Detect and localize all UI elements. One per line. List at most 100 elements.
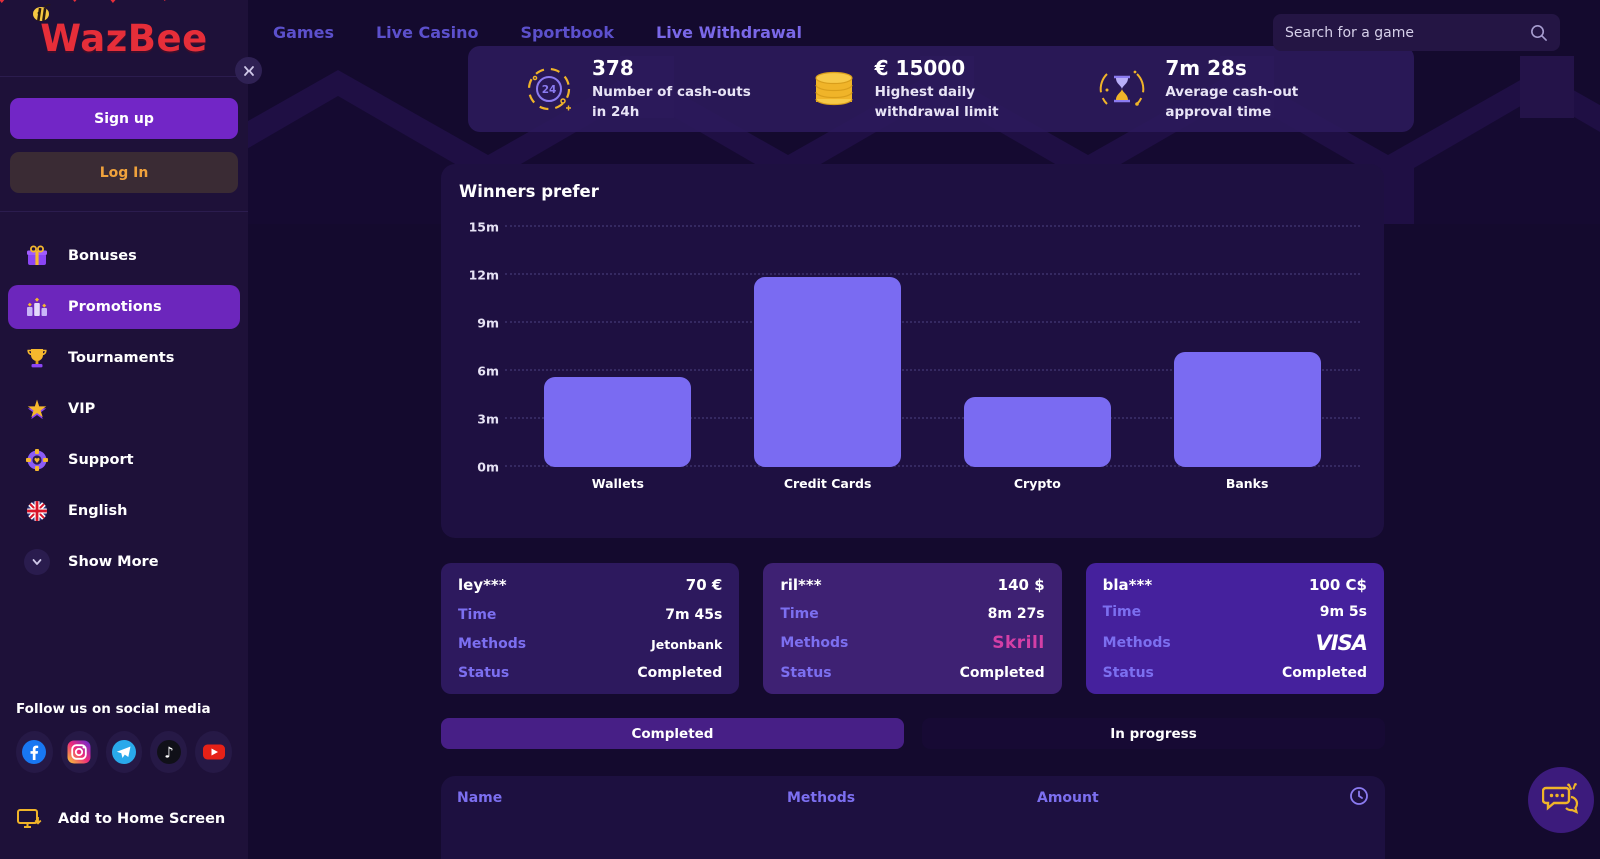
winners-prefer-chart-panel: Winners prefer 15m 12m 9m 6m 3m 0m [441,164,1384,538]
svg-text:24: 24 [542,84,557,96]
heart-icon: ♥ [108,0,118,5]
collapse-chevrons-icon [243,65,254,76]
plot-area: Wallets Credit Cards Crypto Banks [505,225,1360,491]
bar-crypto [963,397,1111,467]
winner-name: ril*** [780,576,822,594]
gridline [505,465,1360,467]
chevron-down-icon [24,549,50,575]
stat-label: Average cash-out approval time [1165,83,1299,120]
sidebar-item-label: Support [68,452,134,468]
facebook-icon[interactable] [16,731,53,773]
column-header-amount: Amount [1037,790,1099,806]
nav-link-sportbook[interactable]: Sportbook [520,22,615,42]
winner-card: ley*** 70 € Time 7m 45s Methods Jetonban… [441,563,740,694]
sidebar: WazBee ♥ ♥ ♥ ♥ Sign up Log In [0,0,262,859]
time-label: Time [780,605,819,622]
stat-label: Highest daily withdrawal limit [874,83,999,120]
sidebar-footer: Follow us on social media [0,701,248,859]
bar-wallets [544,377,692,467]
stat-value: 7m 28s [1165,55,1247,80]
live-chat-button[interactable] [1528,767,1594,833]
status-value: Completed [1281,664,1367,681]
bee-icon [33,4,51,22]
nav-link-games[interactable]: Games [273,22,334,42]
withdrawals-table: Name Methods Amount [441,776,1385,859]
hourglass-icon [1100,70,1145,106]
svg-text:♥: ♥ [34,457,40,465]
add-to-home-screen-label: Add to Home Screen [58,811,226,827]
youtube-icon[interactable] [195,731,232,773]
sidebar-item-promotions[interactable]: Promotions [8,285,240,329]
winner-card: ril*** 140 $ Time 8m 27s Methods Skrill … [763,563,1062,694]
search-input[interactable] [1285,24,1529,41]
gridline [505,273,1360,275]
withdrawal-stats-panel: 24 378 Number of cash-outs in 24h [468,46,1414,132]
svg-text:♪: ♪ [164,744,174,762]
heart-icon: ♥ [158,0,171,4]
column-header-methods: Methods [787,790,856,806]
gridline [505,225,1360,227]
winner-name: ley*** [458,576,507,594]
sidebar-item-support[interactable]: ♥ Support [8,438,240,482]
tab-completed[interactable]: Completed [441,718,904,749]
x-category-label: Credit Cards [783,476,872,491]
table-header: Name Methods Amount [457,786,1369,810]
sidebar-menu: Bonuses Promotions [0,212,248,584]
add-to-home-screen-button[interactable]: Add to Home Screen [16,807,232,831]
telegram-icon[interactable] [105,731,143,773]
winner-card: bla*** 100 C$ Time 9m 5s Methods VISA St… [1085,563,1384,694]
y-tick: 15m [468,219,499,235]
sidebar-item-label: Promotions [68,299,162,315]
history-clock-icon[interactable] [1349,786,1369,810]
game-search [1273,14,1560,51]
sidebar-item-show-more[interactable]: Show More [8,540,240,584]
time-label: Time [458,607,497,623]
bars: Wallets Credit Cards Crypto Banks [505,227,1360,491]
lifebuoy-icon: ♥ [24,447,50,473]
divider [0,211,248,212]
x-category-label: Crypto [1013,476,1061,491]
withdrawal-status-tabs: Completed In progress [441,718,1385,749]
sidebar-collapse-button[interactable] [235,57,262,84]
bar-credit-cards [754,277,902,467]
bar-chart: 15m 12m 9m 6m 3m 0m [459,220,1360,491]
tab-in-progress[interactable]: In progress [922,718,1385,749]
instagram-icon[interactable] [60,731,98,773]
sidebar-item-label: Bonuses [68,248,137,264]
stat-cashouts-24h: 24 378 Number of cash-outs in 24h [524,56,785,122]
time-value: 8m 27s [987,605,1045,622]
methods-label: Methods [780,635,849,652]
y-tick: 9m [477,315,499,331]
log-in-button[interactable]: Log In [10,152,238,193]
search-icon[interactable] [1529,23,1548,42]
monitor-download-icon [17,809,42,828]
logo[interactable]: WazBee ♥ ♥ ♥ ♥ [0,0,248,76]
sidebar-item-language[interactable]: English [8,489,240,533]
gridline [505,321,1360,323]
sidebar-item-bonuses[interactable]: Bonuses [8,234,240,278]
skrill-logo: Skrill [992,633,1045,654]
x-category-label: Wallets [591,476,644,491]
winner-amount: 140 $ [997,576,1045,594]
winner-name: bla*** [1102,576,1153,594]
method-value: Jetonbank [651,636,723,652]
tiktok-icon[interactable]: ♪ [150,731,188,773]
nav-link-live-casino[interactable]: Live Casino [375,22,479,42]
sidebar-item-label: Show More [68,554,159,570]
social-media-label: Follow us on social media [16,701,211,717]
status-label: Status [458,665,510,681]
bar-column-crypto: Crypto [933,227,1143,491]
gridline [505,369,1360,371]
star-icon: ★ [26,395,48,423]
time-value: 9m 5s [1319,604,1367,621]
trophy-icon [24,345,50,371]
heart-icon: ♥ [68,0,81,5]
sign-up-button[interactable]: Sign up [10,98,238,139]
nav-link-live-withdrawal[interactable]: Live Withdrawal [656,22,802,42]
sidebar-item-tournaments[interactable]: Tournaments [8,336,240,380]
sidebar-item-label: Tournaments [68,350,175,366]
sidebar-item-vip[interactable]: ★ VIP [8,387,240,431]
status-value: Completed [637,665,723,681]
gift-icon [24,243,50,269]
